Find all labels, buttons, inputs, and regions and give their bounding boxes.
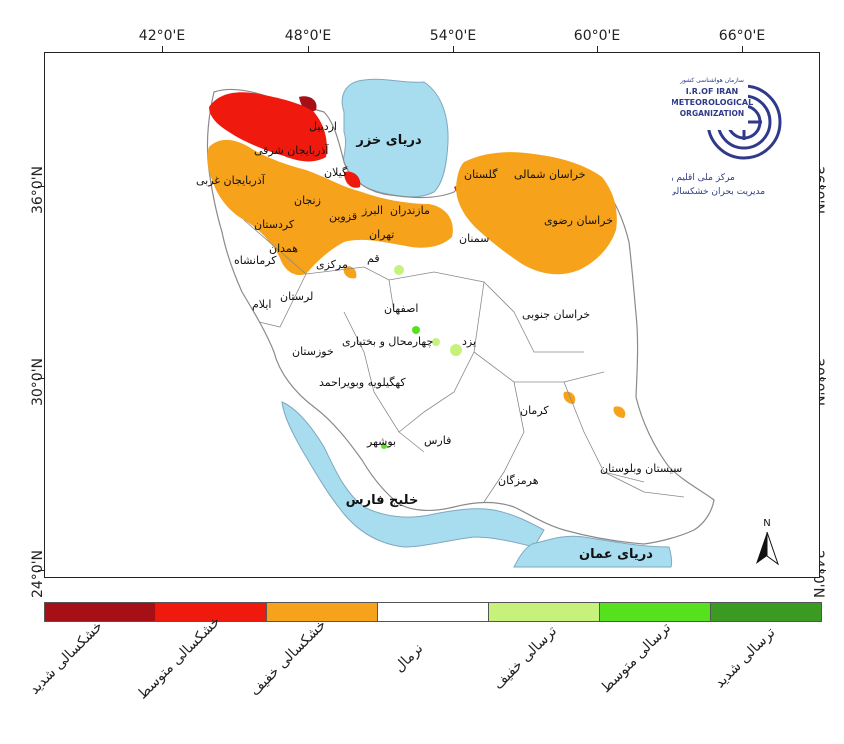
province-label-zanjan: زنجان bbox=[294, 194, 321, 207]
province-label-ardabil: اردبیل bbox=[309, 120, 337, 133]
province-label-south-khorasan: خراسان جنوبی bbox=[522, 308, 590, 321]
legend-label-severe-drought: خشکسالی شدید bbox=[26, 618, 106, 698]
legend-swatch-moderate-wet bbox=[600, 603, 711, 621]
province-label-chaharmahal: چهارمحال و بختیاری bbox=[342, 335, 433, 348]
province-label-ilam: ایلام bbox=[252, 298, 272, 311]
tick-mark bbox=[597, 46, 598, 52]
province-label-hormozgan: هرمزگان bbox=[498, 474, 539, 487]
logo-line3: METEOROLOGICAL bbox=[672, 98, 753, 107]
province-label-kohgiluyeh: کهگیلویه وبویراحمد bbox=[319, 376, 406, 389]
tick-mark bbox=[38, 378, 44, 379]
lon-tick-66: 66°0'E bbox=[718, 28, 766, 44]
oman-sea bbox=[513, 535, 673, 568]
province-label-golestan: گلستان bbox=[464, 168, 498, 181]
province-label-east-azarbaijan: آذربایجان شرقی bbox=[254, 143, 329, 157]
province-borders bbox=[243, 219, 685, 503]
tick-mark bbox=[820, 186, 826, 187]
legend-swatch-normal bbox=[378, 603, 489, 621]
legend-label-moderate-wet: ترسالی متوسط bbox=[597, 619, 675, 697]
legend-swatch-severe-wet bbox=[711, 603, 821, 621]
tick-mark bbox=[820, 378, 826, 379]
tick-mark bbox=[38, 570, 44, 571]
province-label-west-azarbaijan: آذربایجان غربی bbox=[196, 173, 266, 187]
legend-swatch-mild-wet bbox=[489, 603, 600, 621]
lon-tick-60: 60°0'E bbox=[573, 28, 621, 44]
tick-mark bbox=[162, 46, 163, 52]
tick-mark bbox=[820, 570, 826, 571]
wet-mild-center bbox=[394, 265, 462, 356]
province-label-kerman: کرمان bbox=[520, 404, 549, 417]
province-label-hamadan: همدان bbox=[269, 242, 298, 255]
caspian-label: دریای خزر bbox=[355, 133, 422, 148]
legend-bar bbox=[44, 602, 822, 622]
legend-label-moderate-drought: خشکسالی متوسط bbox=[134, 613, 224, 703]
lon-tick-42: 42°0'E bbox=[138, 28, 186, 44]
legend-swatch-mild-drought bbox=[267, 603, 378, 621]
province-label-alborz: البرز bbox=[361, 204, 383, 217]
logo-caption1: مرکز ملی اقلیم و bbox=[672, 173, 735, 183]
logo-line4: ORGANIZATION bbox=[680, 109, 744, 118]
legend-swatch-severe-drought bbox=[45, 603, 156, 621]
logo-line1: سازمان هواشناسی کشور bbox=[679, 77, 744, 84]
legend-label-mild-wet: ترسالی خفیف bbox=[490, 623, 561, 693]
province-label-qazvin: قزوین bbox=[329, 210, 357, 223]
province-label-isfahan: اصفهان bbox=[384, 302, 418, 315]
north-arrow-icon: N bbox=[756, 518, 779, 566]
persian-gulf-label: خلیج فارس bbox=[346, 493, 419, 508]
province-label-qom: قم bbox=[367, 252, 380, 265]
province-label-bushehr: بوشهر bbox=[366, 435, 396, 448]
province-label-yazd: یزد bbox=[462, 335, 476, 348]
province-label-north-khorasan: خراسان شمالی bbox=[514, 168, 586, 181]
lon-tick-48: 48°0'E bbox=[284, 28, 332, 44]
tick-mark bbox=[38, 186, 44, 187]
province-label-sistan: سیستان وبلوستان bbox=[600, 462, 682, 475]
drought-map: دریای خزر خلیج فارس دریای عمان اردبیل آذ… bbox=[196, 78, 715, 568]
logo-line2: I.R.OF IRAN bbox=[686, 87, 738, 96]
province-label-khuzestan: خوزستان bbox=[292, 345, 334, 358]
province-label-gilan: گیلان bbox=[324, 166, 348, 179]
province-label-lorestan: لرستان bbox=[280, 290, 313, 303]
province-label-razavi-khorasan: خراسان رضوی bbox=[544, 214, 613, 227]
tick-mark bbox=[742, 46, 743, 52]
north-label: N bbox=[763, 518, 770, 529]
meteorological-organization-logo: سازمان هواشناسی کشور I.R.OF IRAN METEORO… bbox=[672, 77, 782, 197]
province-label-mazandaran: مازندران bbox=[390, 204, 430, 217]
tick-mark bbox=[308, 46, 309, 52]
logo-caption2: مدیریت بحران خشکسالی bbox=[672, 187, 765, 197]
legend-label-severe-wet: ترسالی شدید bbox=[711, 624, 779, 692]
province-label-tehran: تهران bbox=[369, 228, 394, 241]
legend-swatch-moderate-drought bbox=[156, 603, 267, 621]
tick-mark bbox=[453, 46, 454, 52]
drought-mild-north bbox=[207, 139, 626, 418]
province-label-semnan: سمنان bbox=[459, 232, 489, 245]
oman-sea-label: دریای عمان bbox=[579, 547, 653, 562]
lon-tick-54: 54°0'E bbox=[429, 28, 477, 44]
wet-moderate-center bbox=[381, 326, 420, 449]
province-label-fars: فارس bbox=[424, 434, 451, 447]
province-label-markazi: مرکزی bbox=[316, 258, 348, 271]
iran-land bbox=[206, 88, 715, 545]
legend-label-mild-drought: خشکسالی خفیف bbox=[247, 616, 330, 700]
legend-label-normal: نرمال bbox=[391, 640, 427, 676]
province-label-kermanshah: کرمانشاه bbox=[234, 254, 277, 267]
province-label-kurdistan: کردستان bbox=[254, 218, 295, 231]
